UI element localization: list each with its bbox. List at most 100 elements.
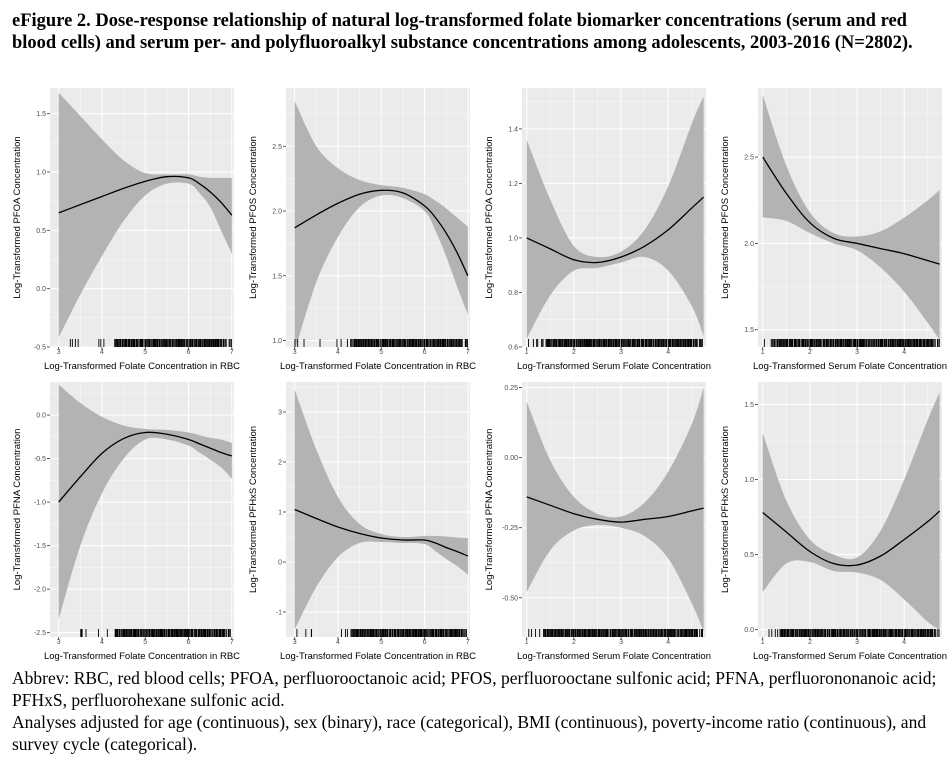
x-tick-label: 3 [57,639,61,646]
chart-panel-pfos-rbc: 3 4 5 6 7 1.0 1.5 2.0 2.5 Log-Transformed Folate … [242,84,476,375]
x-tick-label: 5 [379,639,383,646]
x-tick-label: 4 [336,349,340,356]
plot-area [526,387,704,637]
y-tick-label: 0.0 [744,627,754,634]
y-axis-label: Log-Transformed PFOA Concentration [484,136,495,298]
x-tick-label: 7 [466,639,470,646]
chart-panel-pfna-rbc: 3 4 5 6 7 -2.5 -2.0 -1.5 -1.0 -0.5 0.0 Log-Transfor… [6,378,240,665]
fit-line [526,196,705,264]
x-tick-label: 3 [619,639,623,646]
fit-line [762,156,940,265]
pfoa-serum-plot: 1 2 3 4 0.6 0.8 1.0 1.2 1.4 Log-Transformed Serum… [484,88,711,372]
plot-area [762,94,940,347]
y-axis-label: Log-Transformed PFHxS Concentration [720,426,731,593]
rug-marks [528,629,704,637]
x-tick-label: 3 [293,639,297,646]
chart-panel-pfos-serum: 1 2 3 4 1.5 2.0 2.5 Log-Transformed Serum Folat… [714,84,947,375]
y-tick-label: 1 [278,510,282,517]
y-tick-label: 0.0 [36,286,46,293]
y-tick-label: 1.0 [272,338,282,345]
x-tick-label: 4 [100,639,104,646]
y-axis-label: Log-Transformed PFOA Concentration [12,136,23,298]
y-tick-label: 1.0 [36,170,46,177]
y-tick-label: -0.5 [34,345,46,352]
chart-panel-pfoa-rbc: 3 4 5 6 7 -0.5 0.0 0.5 1.0 1.5 Log-Transformed Fol… [6,84,240,375]
y-tick-label: 0 [278,560,282,567]
pfos-rbc-plot: 3 4 5 6 7 1.0 1.5 2.0 2.5 Log-Transformed Folate … [248,88,476,372]
x-tick-label: 5 [143,639,147,646]
plot-area [58,384,233,637]
x-tick-label: 7 [230,639,234,646]
x-tick-label: 4 [902,639,906,646]
y-tick-label: 2 [278,460,282,467]
fit-line [294,189,469,277]
x-axis-label: Log-Transformed Serum Folate Concentrati… [517,361,711,372]
x-axis-label: Log-Transformed Serum Folate Concentrati… [517,651,711,662]
y-tick-label: 1.5 [744,402,754,409]
plot-area [58,92,233,347]
y-tick-label: 0.8 [508,290,518,297]
x-tick-label: 4 [336,639,340,646]
y-axis-label: Log-Transformed PFOS Concentration [720,136,731,299]
y-tick-label: 0.0 [36,413,46,420]
x-tick-label: 6 [423,349,427,356]
y-tick-label: 1.4 [508,126,518,133]
pfna-serum-plot: 1 2 3 4 -0.50 -0.25 0.00 0.25 Log-Transformed Se… [484,382,711,662]
footnote: Abbrev: RBC, red blood cells; PFOA, perf… [12,667,947,755]
y-tick-label: 2.5 [744,155,754,162]
x-tick-label: 2 [808,639,812,646]
rug-marks [296,629,468,637]
y-tick-label: -1.0 [34,500,46,507]
rug-marks [763,339,940,347]
plot-area [526,96,705,347]
y-tick-label: 1.5 [272,273,282,280]
y-tick-label: 1.5 [744,327,754,334]
y-tick-label: 2.0 [744,241,754,248]
x-tick-label: 1 [761,639,765,646]
rug-marks [528,339,703,347]
pfoa-rbc-plot: 3 4 5 6 7 -0.5 0.0 0.5 1.0 1.5 Log-Transformed Fol… [12,88,240,372]
x-tick-label: 1 [525,639,529,646]
y-tick-label: -1 [276,610,282,617]
y-tick-label: 0.00 [504,455,518,462]
fit-line [526,496,704,523]
y-axis-label: Log-Transformed PFHxS Concentration [248,426,259,593]
x-axis-label: Log-Transformed Serum Folate Concentrati… [753,651,947,662]
x-axis-label: Log-Transformed Folate Concentration in … [44,361,240,372]
x-tick-label: 4 [902,349,906,356]
y-tick-label: 0.5 [744,552,754,559]
confidence-band [762,392,940,630]
adjustment-note: Analyses adjusted for age (continuous), … [12,712,927,754]
rug-marks [768,629,940,637]
x-tick-label: 3 [293,349,297,356]
confidence-band [58,384,232,620]
confidence-band [526,96,704,339]
chart-panel-pfhxs-rbc: 3 4 5 6 7 -1 0 1 2 3 Log-Transformed Folate Concen… [242,378,476,665]
x-tick-label: 6 [423,639,427,646]
fit-line [58,431,233,503]
confidence-band [294,100,468,347]
chart-panel-pfhxs-serum: 1 2 3 4 0.0 0.5 1.0 1.5 Log-Transformed Serum Fo… [714,378,947,665]
plot-area [294,389,469,637]
abbreviations-note: Abbrev: RBC, red blood cells; PFOA, perf… [12,668,937,710]
pfhxs-rbc-plot: 3 4 5 6 7 -1 0 1 2 3 Log-Transformed Folate Concen… [248,382,476,662]
figure-title: eFigure 2. Dose-response relationship of… [12,11,913,53]
x-tick-label: 4 [100,349,104,356]
x-tick-label: 2 [808,349,812,356]
y-axis-label: Log-Transformed PFNA Concentration [484,429,495,591]
y-tick-label: -1.5 [34,543,46,550]
fit-line [58,175,233,216]
x-tick-label: 6 [187,349,191,356]
x-axis-label: Log-Transformed Folate Concentration in … [280,361,476,372]
y-tick-label: -0.25 [502,525,518,532]
y-tick-label: -2.0 [34,587,46,594]
x-axis-label: Log-Transformed Folate Concentration in … [280,651,476,662]
fit-line [294,508,469,557]
y-tick-label: 1.2 [508,181,518,188]
y-tick-label: -0.5 [34,456,46,463]
y-axis-label: Log-Transformed PFOS Concentration [248,136,259,299]
confidence-band [58,92,232,338]
x-tick-label: 2 [572,349,576,356]
y-tick-label: -0.50 [502,595,518,602]
y-tick-label: 1.0 [744,477,754,484]
